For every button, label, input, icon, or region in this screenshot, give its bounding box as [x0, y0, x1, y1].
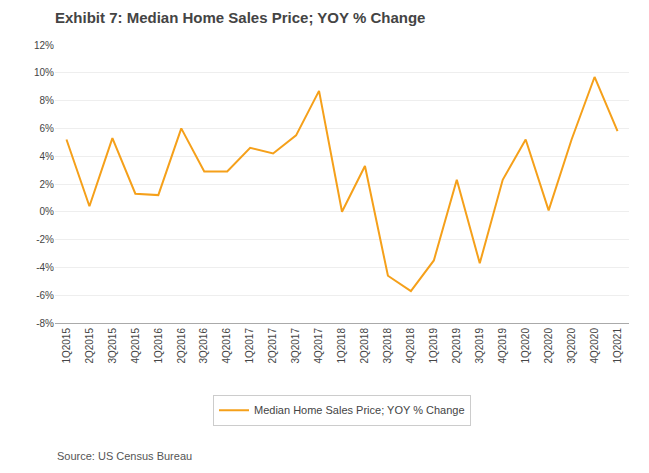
svg-text:4Q2015: 4Q2015 [130, 328, 141, 364]
svg-text:-2%: -2% [36, 234, 54, 245]
svg-text:2Q2016: 2Q2016 [176, 328, 187, 364]
svg-text:Source: US Census Bureau: Source: US Census Bureau [57, 450, 192, 462]
svg-text:8%: 8% [40, 95, 55, 106]
svg-text:1Q2019: 1Q2019 [428, 328, 439, 364]
svg-text:Exhibit 7: Median Home Sales P: Exhibit 7: Median Home Sales Price; YOY … [55, 9, 425, 26]
svg-text:4Q2020: 4Q2020 [589, 328, 600, 364]
svg-text:1Q2020: 1Q2020 [520, 328, 531, 364]
svg-text:3Q2018: 3Q2018 [382, 328, 393, 364]
svg-text:1Q2017: 1Q2017 [244, 328, 255, 364]
svg-text:10%: 10% [34, 67, 54, 78]
svg-text:12%: 12% [34, 40, 54, 51]
svg-text:1Q2015: 1Q2015 [61, 328, 72, 364]
svg-text:4Q2017: 4Q2017 [313, 328, 324, 364]
svg-text:4Q2016: 4Q2016 [221, 328, 232, 364]
svg-text:3Q2020: 3Q2020 [566, 328, 577, 364]
svg-text:2Q2015: 2Q2015 [84, 328, 95, 364]
svg-text:1Q2018: 1Q2018 [336, 328, 347, 364]
svg-text:3Q2016: 3Q2016 [198, 328, 209, 364]
svg-text:4%: 4% [40, 151, 55, 162]
svg-text:1Q2021: 1Q2021 [612, 328, 623, 364]
svg-text:2Q2018: 2Q2018 [359, 328, 370, 364]
svg-text:4Q2019: 4Q2019 [497, 328, 508, 364]
svg-text:-4%: -4% [36, 262, 54, 273]
svg-text:2Q2020: 2Q2020 [543, 328, 554, 364]
svg-text:-8%: -8% [36, 318, 54, 329]
svg-text:3Q2017: 3Q2017 [290, 328, 301, 364]
svg-text:Median Home Sales Price; YOY %: Median Home Sales Price; YOY % Change [254, 404, 465, 416]
svg-text:2Q2017: 2Q2017 [267, 328, 278, 364]
svg-text:0%: 0% [40, 206, 55, 217]
svg-text:2%: 2% [40, 179, 55, 190]
svg-text:6%: 6% [40, 123, 55, 134]
svg-text:3Q2015: 3Q2015 [107, 328, 118, 364]
svg-text:1Q2016: 1Q2016 [153, 328, 164, 364]
svg-text:3Q2019: 3Q2019 [474, 328, 485, 364]
svg-text:4Q2018: 4Q2018 [405, 328, 416, 364]
svg-text:2Q2019: 2Q2019 [451, 328, 462, 364]
svg-text:-6%: -6% [36, 290, 54, 301]
